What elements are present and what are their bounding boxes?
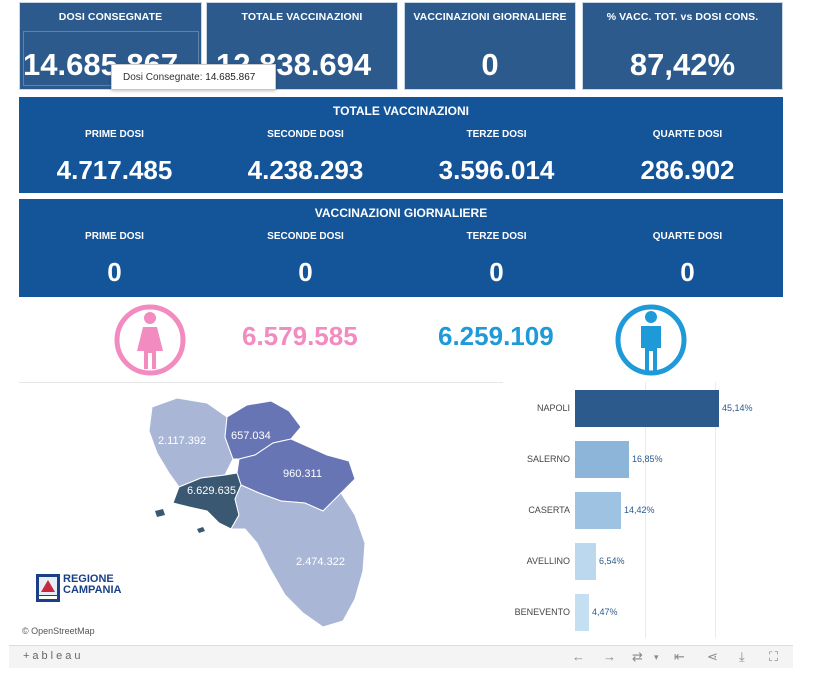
map-label-caserta: 2.117.392	[158, 435, 206, 447]
col-value: 0	[107, 257, 122, 287]
kpi-value: 0	[481, 47, 499, 82]
bar-salerno[interactable]	[575, 441, 629, 478]
bar-category-label: CASERTA	[528, 504, 570, 515]
bar-napoli[interactable]	[575, 390, 719, 427]
kpi-label: DOSI CONSEGNATE	[58, 11, 163, 23]
female-count: 6.579.585	[242, 321, 358, 351]
province-bar-chart: NAPOLI 45,14% SALERNO 16,85% CASERTA 14,42% AV…	[508, 382, 784, 638]
col-label: SECONDE DOSI	[267, 231, 344, 242]
tooltip: Dosi Consegnate: 14.685.867	[111, 64, 276, 90]
col-label: TERZE DOSI	[466, 129, 527, 140]
bar-benevento[interactable]	[575, 594, 589, 631]
gridline	[645, 382, 646, 638]
col-value: 4.717.485	[56, 155, 173, 185]
col-label: SECONDE DOSI	[267, 129, 344, 140]
undo-icon[interactable]: ←	[572, 649, 585, 664]
bar-category-label: NAPOLI	[536, 402, 570, 413]
col-label: PRIME DOSI	[85, 231, 144, 242]
bar-category-label: AVELLINO	[526, 555, 570, 566]
redo-icon[interactable]: →	[603, 649, 616, 664]
tableau-logo[interactable]: +ableau	[23, 650, 84, 662]
col-value: 0	[489, 257, 504, 287]
bar-value-label: 4,47%	[592, 606, 618, 617]
bar-value-label: 16,85%	[632, 453, 663, 464]
col-label: TERZE DOSI	[466, 231, 527, 242]
kpi-value: 87,42%	[629, 47, 736, 82]
island-capri	[197, 527, 205, 533]
gridline	[715, 382, 716, 638]
kpi-label: % VACC. TOT. vs DOSI CONS.	[606, 11, 759, 23]
map-label-avellino: 960.311	[283, 468, 322, 480]
map-label-salerno: 2.474.322	[296, 556, 345, 568]
tooltip-value: 14.685.867	[205, 72, 256, 83]
kpi-percent-vacc[interactable]: % VACC. TOT. vs DOSI CONS. 87,42%	[582, 2, 783, 90]
col-label: QUARTE DOSI	[652, 129, 723, 140]
bar-category-label: BENEVENTO	[514, 606, 570, 617]
female-person-icon	[114, 304, 186, 376]
bar-value-label: 45,14%	[722, 402, 753, 413]
totale-vaccinazioni-panel: TOTALE VACCINAZIONI PRIME DOSI 4.717.485…	[19, 97, 783, 193]
fullscreen-icon[interactable]: ⛶	[769, 649, 779, 664]
province-salerno	[230, 484, 366, 628]
col-value: 0	[298, 257, 313, 287]
bar-avellino[interactable]	[575, 543, 596, 580]
map-label-napoli: 6.629.635	[187, 485, 236, 497]
map-svg: 2.117.392 657.034 960.311 6.629.635 2.47…	[148, 397, 366, 628]
kpi-vaccinazioni-giornaliere[interactable]: VACCINAZIONI GIORNALIERE 0	[404, 2, 576, 90]
panel-title: VACCINAZIONI GIORNALIERE	[314, 206, 488, 220]
download-icon[interactable]: ⤓	[739, 649, 745, 664]
bar-category-label: SALERNO	[526, 453, 570, 464]
bar-value-label: 14,42%	[624, 504, 655, 515]
male-count: 6.259.109	[438, 321, 554, 351]
kpi-label: TOTALE VACCINAZIONI	[241, 11, 363, 23]
share-icon[interactable]: ⋖	[707, 649, 718, 664]
male-person-icon	[615, 304, 687, 376]
regione-campania-logo-icon	[36, 574, 60, 602]
logo-line1: REGIONE	[63, 573, 114, 585]
first-page-icon[interactable]: ⇤	[674, 649, 685, 664]
map-label-benevento: 657.034	[231, 430, 271, 442]
kpi-label: VACCINAZIONI GIORNALIERE	[413, 11, 567, 23]
tooltip-label: Dosi Consegnate:	[123, 72, 203, 83]
col-label: QUARTE DOSI	[652, 231, 723, 242]
island-ischia	[155, 509, 165, 517]
panel-title: TOTALE VACCINAZIONI	[333, 104, 469, 118]
bar-caserta[interactable]	[575, 492, 621, 529]
campania-map[interactable]: 2.117.392 657.034 960.311 6.629.635 2.47…	[19, 382, 503, 639]
tableau-toolbar: +ableau ← → ⇄ ▾ ⇤ ⋖ ⤓ ⛶	[9, 645, 793, 668]
regione-campania-logo-text: REGIONE CAMPANIA	[63, 574, 121, 596]
col-value: 4.238.293	[247, 155, 364, 185]
chevron-down-icon[interactable]: ▾	[654, 652, 659, 662]
vaccinazioni-giornaliere-panel: VACCINAZIONI GIORNALIERE PRIME DOSI 0 SE…	[19, 199, 783, 297]
bar-value-label: 6,54%	[599, 555, 625, 566]
col-value: 286.902	[640, 155, 735, 185]
logo-line2: CAMPANIA	[63, 584, 122, 596]
revert-icon[interactable]: ⇄	[632, 649, 643, 664]
col-value: 3.596.014	[438, 155, 555, 185]
col-value: 0	[680, 257, 695, 287]
map-attribution[interactable]: © OpenStreetMap	[22, 626, 95, 636]
col-label: PRIME DOSI	[85, 129, 144, 140]
